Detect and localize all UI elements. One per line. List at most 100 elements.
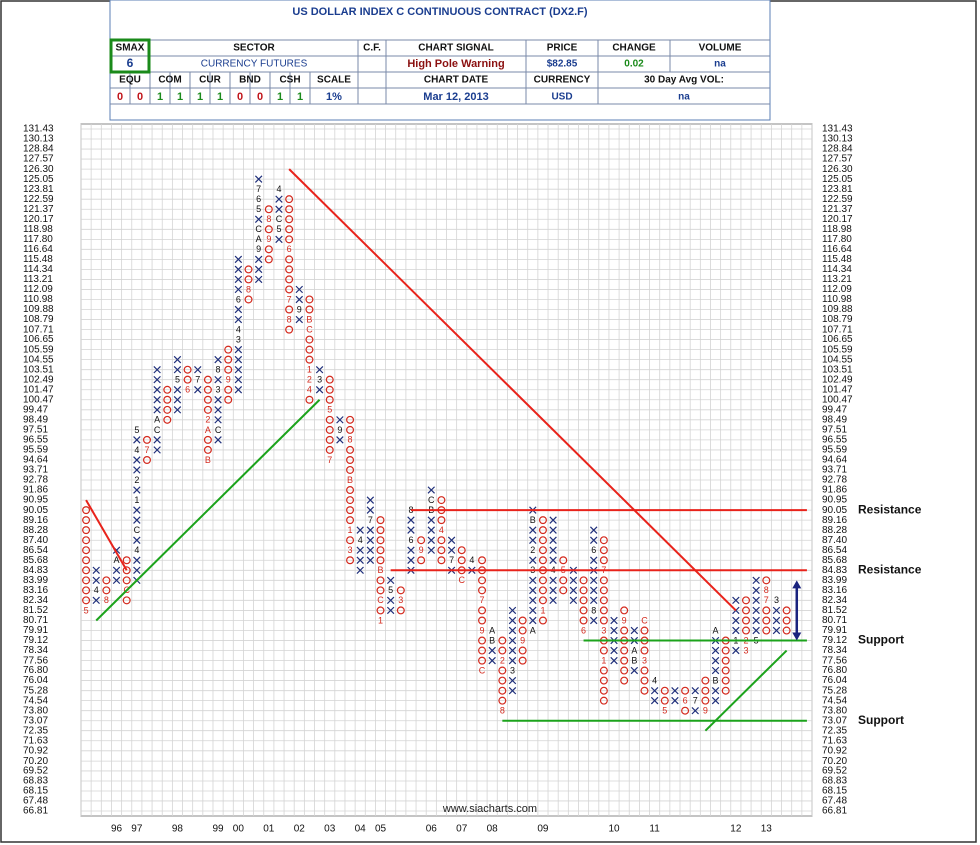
o-column: B C 1	[376, 516, 385, 625]
x-box	[691, 706, 699, 715]
month-label: C	[276, 214, 283, 224]
o-box	[701, 676, 710, 685]
o-box	[599, 696, 608, 705]
o-box	[701, 686, 710, 695]
o-box	[346, 536, 355, 545]
month-label: 1	[134, 495, 139, 505]
y-tick-label: 97.51	[23, 425, 48, 436]
x-column: 3	[508, 606, 517, 695]
y-tick-label: 86.54	[23, 545, 48, 556]
y-tick-label: 93.71	[23, 465, 48, 476]
o-box	[285, 215, 294, 224]
month-label: A	[713, 625, 719, 635]
y-tick-label: 90.05	[23, 505, 48, 516]
o-box	[163, 415, 172, 424]
x-box	[549, 576, 557, 585]
x-box	[508, 636, 517, 645]
o-box	[203, 385, 212, 394]
y-tick-label: 114.34	[23, 264, 53, 275]
x-box	[549, 556, 557, 564]
o-box	[163, 405, 172, 414]
x-box	[153, 375, 161, 384]
o-box	[305, 395, 314, 404]
x-box	[173, 386, 182, 394]
y-tick-label: 69.52	[23, 766, 48, 777]
y-tick-label-right: 118.98	[822, 224, 852, 235]
o-column: 2A B	[203, 375, 212, 465]
x-box	[386, 596, 395, 605]
o-box	[518, 626, 527, 635]
y-tick-label: 126.30	[23, 164, 54, 175]
y-tick-label: 84.83	[23, 565, 48, 576]
x-box	[650, 686, 659, 695]
x-box	[356, 556, 364, 564]
month-label: 8	[764, 585, 769, 595]
o-box	[82, 566, 91, 575]
o-box	[325, 375, 334, 384]
month-label: 9	[480, 625, 485, 635]
y-tick-label: 82.34	[23, 595, 48, 606]
month-label: 7	[195, 375, 200, 385]
x-tick-label: 97	[131, 824, 143, 835]
x-box	[366, 526, 375, 534]
trend-line	[288, 168, 737, 612]
o-column: 9	[701, 676, 710, 716]
month-label: C	[154, 425, 161, 435]
y-tick-label: 108.79	[23, 314, 54, 325]
x-box	[711, 686, 720, 695]
header-cell: BND	[239, 75, 261, 86]
y-tick-label-right: 78.34	[822, 645, 847, 656]
trend-line	[704, 649, 788, 732]
month-label: 5	[662, 706, 667, 716]
x-box	[549, 536, 557, 544]
o-box	[346, 415, 355, 424]
o-box	[538, 576, 547, 585]
y-tick-label-right: 92.78	[822, 475, 847, 486]
o-box	[498, 686, 507, 695]
y-tick-label-right: 112.09	[822, 284, 852, 295]
line-label: Support	[858, 713, 904, 727]
o-box	[376, 526, 385, 535]
y-tick-label: 89.16	[23, 515, 48, 526]
x-box	[112, 576, 121, 585]
o-box	[346, 465, 355, 474]
month-label: 7	[368, 515, 373, 525]
month-label: 6	[185, 385, 190, 395]
x-box	[427, 536, 435, 544]
x-box	[752, 586, 760, 595]
o-box	[325, 385, 334, 394]
month-label: 8	[266, 214, 271, 224]
o-box	[244, 265, 253, 274]
month-label: 7	[449, 555, 454, 565]
month-label: B	[489, 635, 495, 645]
y-tick-label: 74.54	[23, 695, 48, 706]
x-box	[549, 596, 557, 605]
x-box	[254, 175, 263, 183]
x-box	[589, 556, 598, 564]
month-label: B	[713, 675, 719, 685]
o-box	[599, 606, 608, 615]
y-tick-label-right: 97.51	[822, 425, 847, 436]
o-box	[742, 596, 751, 605]
x-box	[214, 406, 222, 414]
o-box	[203, 405, 212, 414]
o-box	[142, 435, 151, 444]
header-cell: CURRENCY	[534, 75, 591, 86]
month-label: 4	[358, 535, 363, 545]
x-box	[214, 355, 222, 364]
month-label: 4	[236, 324, 241, 334]
x-column: 5	[173, 355, 182, 414]
o-box	[305, 345, 314, 354]
o-box	[325, 415, 334, 424]
header-cell: CUR	[199, 75, 221, 86]
o-box	[285, 305, 294, 314]
x-box	[153, 406, 161, 414]
header-cell: SCALE	[317, 75, 351, 86]
y-tick-label: 76.80	[23, 665, 48, 676]
y-tick-label-right: 114.34	[822, 264, 852, 275]
o-box	[305, 305, 314, 314]
o-box	[122, 576, 131, 585]
x-tick-label: 05	[375, 824, 387, 835]
o-box	[122, 556, 131, 565]
header-cell: 1	[277, 91, 283, 103]
